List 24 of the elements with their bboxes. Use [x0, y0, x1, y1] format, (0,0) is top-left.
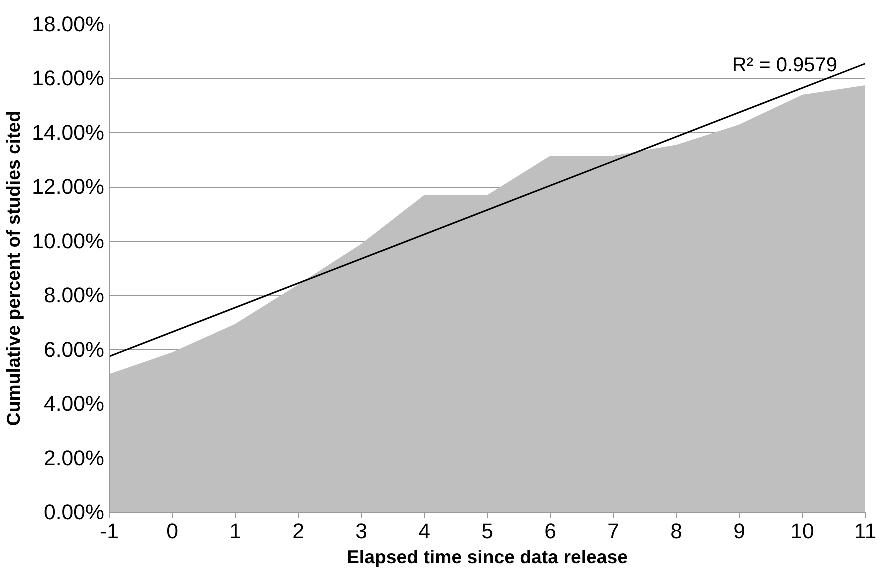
- x-tick-label: 7: [608, 520, 620, 544]
- y-tick-label: 4.00%: [44, 392, 105, 416]
- x-tick-label: 2: [292, 520, 304, 544]
- x-tick-label: 8: [670, 520, 682, 544]
- y-tick-label: 18.00%: [32, 12, 105, 36]
- y-tick-label: 14.00%: [32, 120, 105, 145]
- annotation: R² = 0.9579: [732, 54, 838, 76]
- x-tick-label: 5: [482, 520, 494, 544]
- x-axis-title: Elapsed time since data release: [346, 546, 628, 568]
- x-tick-label: 0: [166, 520, 179, 544]
- y-tick-label: 12.00%: [32, 175, 105, 200]
- y-tick-label: 16.00%: [32, 66, 105, 91]
- x-tick-label: 1: [230, 520, 242, 544]
- y-tick-label: 8.00%: [44, 284, 105, 308]
- x-tick-label: 10: [790, 520, 814, 544]
- y-axis-title: Cumulative percent of studies cited: [3, 110, 24, 426]
- y-tick-label: 6.00%: [44, 338, 105, 362]
- y-tick-label: 2.00%: [44, 446, 105, 470]
- x-tick-label: 4: [418, 520, 431, 544]
- x-tick-label: 11: [854, 520, 877, 544]
- x-tick-label: 3: [356, 520, 368, 544]
- x-tick-label: 6: [544, 520, 556, 544]
- y-tick-label: 10.00%: [32, 229, 105, 254]
- x-tick-label: 9: [734, 520, 746, 544]
